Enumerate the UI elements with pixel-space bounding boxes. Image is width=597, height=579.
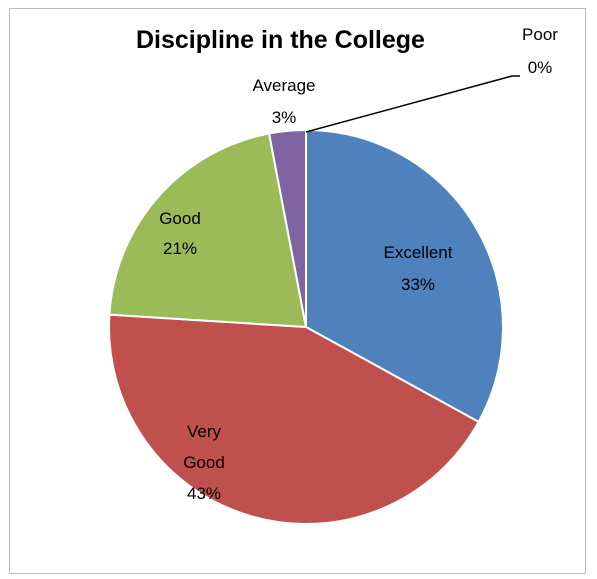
- pie-slice-average: [267, 128, 307, 328]
- data-label-excellent: Excellent 33%: [384, 243, 453, 294]
- poor-leader-line: [305, 75, 513, 133]
- pie-slice-excellent: [305, 128, 504, 424]
- pie-slice-very-good: [108, 313, 480, 525]
- data-label-average: Average 3%: [252, 76, 315, 127]
- pie-slice-good: [108, 132, 308, 329]
- data-label-very-good: Very Good 43%: [183, 422, 225, 503]
- data-label-poor: Poor 0%: [522, 25, 558, 77]
- chart-title: Discipline in the College: [136, 26, 425, 54]
- data-label-good: Good 21%: [159, 209, 201, 258]
